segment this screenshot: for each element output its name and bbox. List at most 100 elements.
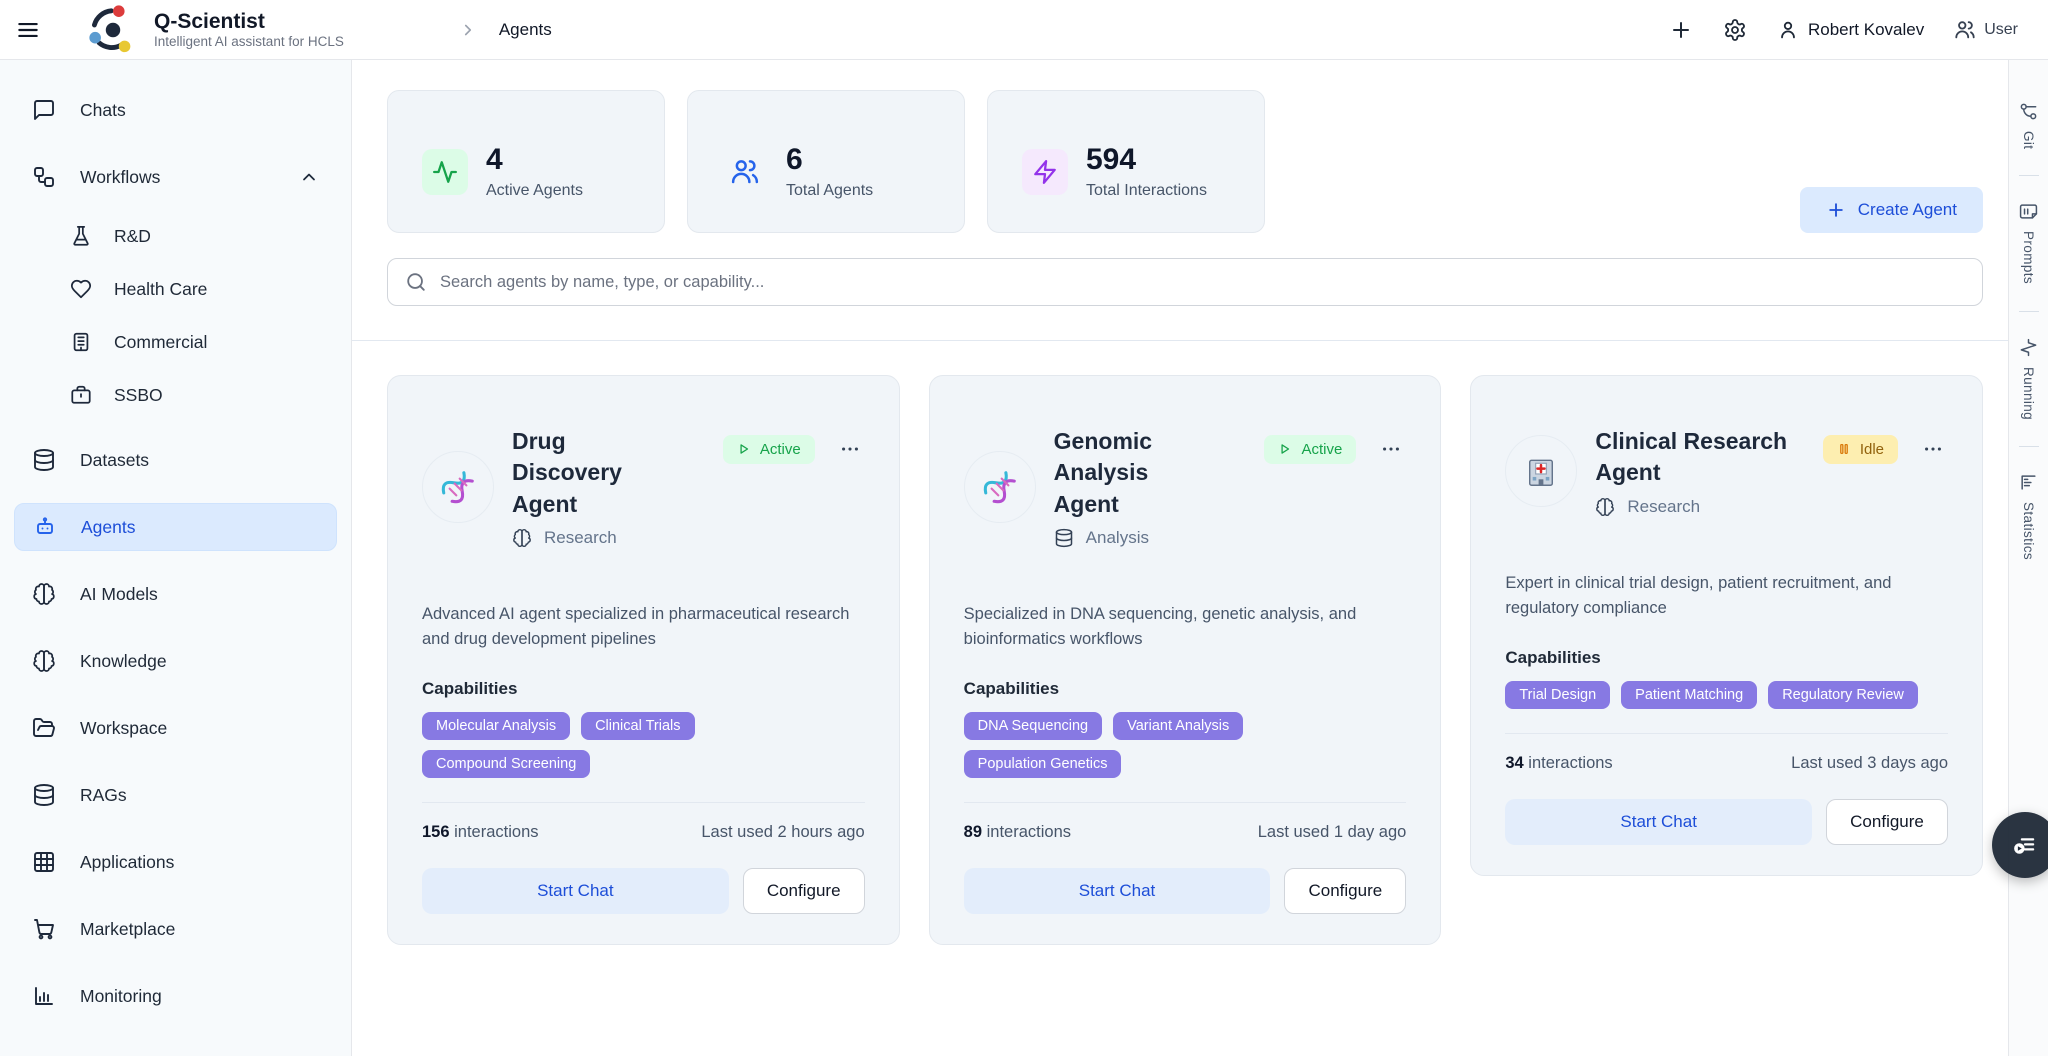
rail-label: Git	[2021, 131, 2036, 150]
sidebar-item-applications[interactable]: Applications	[14, 838, 337, 886]
bar-chart-icon	[32, 984, 56, 1008]
configure-button[interactable]: Configure	[1284, 867, 1407, 914]
q-scientist-logo-icon	[86, 3, 140, 57]
card-menu-button[interactable]	[1376, 434, 1406, 464]
sidebar-item-knowledge[interactable]: Knowledge	[14, 637, 337, 685]
sidebar-item-label: Commercial	[114, 331, 208, 352]
brain-icon	[1595, 497, 1615, 517]
sidebar-item-label: R&D	[114, 225, 151, 246]
rail-item-prompts[interactable]: Prompts	[2019, 202, 2038, 285]
activity-icon	[2019, 338, 2038, 357]
breadcrumb-current[interactable]: Agents	[498, 19, 552, 39]
capabilities-heading: Capabilities	[1505, 647, 1601, 667]
sidebar-item-label: SSBO	[114, 384, 163, 405]
agent-name: Genomic Analysis Agent	[1053, 428, 1153, 517]
sidebar-item-agents[interactable]: Agents	[14, 503, 337, 551]
brain-icon	[32, 649, 56, 673]
sidebar-item-label: Marketplace	[80, 918, 176, 939]
sidebar-item-marketplace[interactable]: Marketplace	[14, 905, 337, 953]
agent-avatar	[422, 450, 494, 523]
task-runner-fab[interactable]	[1992, 812, 2048, 878]
rail-divider	[2018, 175, 2039, 177]
activity-icon	[422, 148, 468, 195]
sidebar-item-workspace[interactable]: Workspace	[14, 704, 337, 752]
current-user[interactable]: Robert Kovalev	[1777, 19, 1924, 41]
rail-item-statistics[interactable]: Statistics	[2019, 473, 2038, 560]
card-divider	[1505, 732, 1949, 734]
agent-type: Research	[1627, 496, 1701, 516]
chevron-up-icon[interactable]	[299, 167, 319, 187]
chevron-right-icon	[459, 21, 477, 39]
play-icon	[737, 442, 751, 456]
sidebar-item-ssbo[interactable]: SSBO	[14, 373, 337, 417]
agents-overview-section: 4 Active Agents 6 Total Agents 594 Tot	[352, 60, 2008, 341]
left-sidebar: Chats Workflows R&D Health Care Commerci…	[0, 60, 352, 1056]
sidebar-item-commercial[interactable]: Commercial	[14, 320, 337, 364]
status-badge-idle: Idle	[1822, 434, 1899, 464]
brain-icon	[512, 528, 532, 548]
rail-label: Prompts	[2021, 231, 2036, 285]
sidebar-item-label: Workflows	[80, 166, 161, 187]
grid-icon	[32, 850, 56, 874]
dna-emoji-avatar	[439, 468, 477, 506]
dna-emoji-avatar	[981, 468, 1019, 506]
start-chat-button[interactable]: Start Chat	[422, 867, 729, 914]
sidebar-item-datasets[interactable]: Datasets	[14, 436, 337, 484]
user-role-label: User	[1984, 20, 2018, 38]
interactions-count: 156 interactions	[422, 822, 539, 841]
user-name: Robert Kovalev	[1807, 19, 1925, 39]
agent-card-genomic-analysis: Genomic Analysis Agent Analysis Active	[928, 375, 1442, 945]
card-divider	[963, 801, 1407, 803]
rail-item-git[interactable]: Git	[2019, 102, 2038, 149]
play-icon	[1278, 442, 1292, 456]
users-icon	[722, 149, 768, 195]
stat-card-active-agents: 4 Active Agents	[387, 90, 665, 233]
card-divider	[422, 801, 865, 803]
chat-bubble-icon	[32, 98, 56, 122]
add-icon[interactable]	[1669, 18, 1693, 42]
document-icon	[2019, 202, 2038, 221]
hamburger-menu-icon[interactable]	[0, 17, 56, 43]
agent-type: Research	[544, 527, 617, 547]
capability-pill: Regulatory Review	[1768, 680, 1918, 709]
card-menu-button[interactable]	[1918, 434, 1948, 464]
create-agent-button[interactable]: Create Agent	[1799, 187, 1983, 233]
capability-pill: Trial Design	[1505, 680, 1611, 709]
sidebar-item-chats[interactable]: Chats	[14, 86, 337, 134]
sidebar-item-ai-models[interactable]: AI Models	[14, 570, 337, 618]
stat-card-total-interactions: 594 Total Interactions	[987, 90, 1265, 233]
database-icon	[32, 448, 56, 472]
start-chat-button[interactable]: Start Chat	[963, 867, 1271, 914]
flask-icon	[70, 225, 92, 247]
card-menu-button[interactable]	[835, 434, 865, 464]
app-title: Q-Scientist	[154, 9, 265, 33]
ellipsis-icon	[839, 438, 861, 460]
sidebar-item-label: Workspace	[80, 717, 168, 738]
stat-value: 594	[1086, 143, 1137, 176]
settings-gear-icon[interactable]	[1723, 18, 1747, 42]
hospital-emoji-avatar	[1522, 452, 1560, 490]
workflows-submenu: R&D Health Care Commercial SSBO	[14, 214, 337, 417]
rail-item-running[interactable]: Running	[2019, 338, 2038, 420]
sidebar-item-workflows[interactable]: Workflows	[14, 153, 337, 201]
configure-button[interactable]: Configure	[1826, 798, 1949, 845]
sidebar-item-label: Agents	[81, 516, 136, 537]
start-chat-button[interactable]: Start Chat	[1505, 798, 1813, 845]
sidebar-item-label: Knowledge	[80, 650, 167, 671]
sidebar-item-health-care[interactable]: Health Care	[14, 267, 337, 311]
bar-chart-icon	[2019, 473, 2038, 492]
configure-button[interactable]: Configure	[742, 867, 865, 914]
capabilities-heading: Capabilities	[422, 678, 518, 698]
capability-pill: Patient Matching	[1621, 680, 1758, 709]
search-input[interactable]	[387, 258, 1983, 306]
user-role-switcher[interactable]: User	[1954, 19, 2018, 41]
capability-pill: Population Genetics	[963, 749, 1122, 778]
stat-label: Active Agents	[486, 182, 583, 199]
status-badge-active: Active	[722, 434, 815, 464]
top-header: Q-Scientist Intelligent AI assistant for…	[0, 0, 2048, 60]
sidebar-item-rd[interactable]: R&D	[14, 214, 337, 258]
sidebar-item-monitoring[interactable]: Monitoring	[14, 972, 337, 1020]
sidebar-item-rags[interactable]: RAGs	[14, 771, 337, 819]
brain-icon	[32, 582, 56, 606]
app-subtitle: Intelligent AI assistant for HCLS	[154, 34, 344, 50]
